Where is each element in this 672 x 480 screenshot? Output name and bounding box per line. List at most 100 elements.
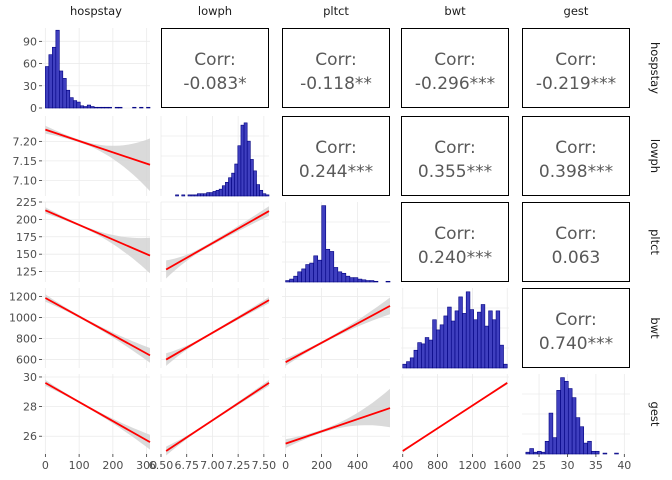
hist-bar-lowph <box>181 194 186 197</box>
strip-label-right-pltct: pltct <box>648 229 662 255</box>
hist-bar-lowph <box>187 194 192 197</box>
hist-bar-hospstay <box>90 106 95 109</box>
corr-label: Corr: <box>315 138 356 158</box>
hist-bar-bwt <box>499 344 504 369</box>
corr-panel-border <box>282 28 390 108</box>
hist-bar-gest <box>587 440 592 455</box>
regression-line <box>165 299 270 361</box>
hist-bar-pltct <box>349 277 355 283</box>
hist-bar-pltct <box>385 280 391 283</box>
x-tick-label-pltct: 0 <box>282 459 289 472</box>
y-tick-label-gest: 28 <box>23 401 37 414</box>
panel-lowph-hospstay <box>42 116 151 196</box>
strip-label-top-hospstay: hospstay <box>70 4 122 18</box>
regression-line <box>285 305 391 364</box>
hist-bar-lowph <box>221 185 226 197</box>
hist-bar-bwt <box>417 342 422 369</box>
hist-bar-lowph <box>215 189 220 197</box>
regression-line <box>402 382 508 452</box>
panel-bwt-pltct <box>282 288 391 368</box>
hist-bar-gest <box>533 451 538 455</box>
corr-value: 0.240*** <box>418 248 492 268</box>
x-tick-label-lowph: 6.75 <box>174 459 199 472</box>
hist-bar-gest <box>591 450 596 455</box>
corr-panel-border <box>282 116 390 196</box>
hist-bar-gest <box>602 452 608 455</box>
hist-bar-bwt <box>492 319 497 369</box>
hist-bar-bwt <box>447 306 452 369</box>
hist-bar-bwt <box>477 311 482 369</box>
x-tick-label-lowph: 6.50 <box>149 459 174 472</box>
panel-gest-hospstay <box>42 374 151 454</box>
panel-pltct-lowph <box>160 201 270 282</box>
y-tick-label-pltct: 200 <box>16 213 37 226</box>
hist-bar-bwt <box>450 320 456 369</box>
hist-bar-hospstay <box>93 106 98 109</box>
panel-bwt-lowph <box>160 288 270 368</box>
x-tick-label-hospstay: 200 <box>102 459 123 472</box>
hist-bar-hospstay <box>83 106 88 109</box>
regression-line <box>285 407 391 445</box>
panel-bwt-gest: Corr: 0.740*** <box>522 288 630 368</box>
hist-bar-bwt <box>424 337 430 369</box>
hist-bar-bwt <box>413 349 418 369</box>
panel-hospstay-lowph: Corr: -0.083* <box>161 28 269 108</box>
panel-gest-pltct <box>282 374 391 454</box>
hist-bar-bwt <box>473 319 478 369</box>
hist-bar-bwt <box>503 363 508 369</box>
hist-bar-pltct <box>297 271 302 283</box>
panel-hospstay-bwt: Corr: -0.296*** <box>401 28 509 108</box>
hist-bar-hospstay <box>139 106 144 109</box>
hist-bar-lowph <box>228 177 232 197</box>
hist-bar-pltct <box>341 272 347 283</box>
hist-bar-hospstay <box>59 70 64 109</box>
hist-bar-hospstay <box>100 106 105 109</box>
hist-bar-bwt <box>436 329 441 369</box>
corr-panel-border <box>522 288 630 368</box>
hist-bar-pltct <box>293 275 298 283</box>
x-tick-label-lowph: 7.50 <box>252 459 277 472</box>
y-tick-label-gest: 30 <box>23 371 37 384</box>
y-tick-label-pltct: 225 <box>16 196 37 209</box>
hist-bar-pltct <box>321 205 327 283</box>
hist-bar-gest <box>579 426 585 455</box>
corr-label: Corr: <box>315 50 356 70</box>
corr-value: 0.063 <box>552 248 601 268</box>
hist-bar-pltct <box>317 259 323 283</box>
corr-value: 0.244*** <box>299 162 373 182</box>
panel-lowph-lowph <box>160 116 270 197</box>
hist-bar-bwt <box>469 309 474 369</box>
x-tick-label-pltct: 200 <box>311 459 332 472</box>
corr-label: Corr: <box>434 138 475 158</box>
hist-bar-lowph <box>206 192 211 197</box>
hist-bar-lowph <box>203 193 207 197</box>
hist-bar-lowph <box>256 184 260 197</box>
hist-bar-gest <box>548 412 554 455</box>
x-tick-label-gest: 30 <box>560 459 574 472</box>
corr-panel-border <box>401 116 509 196</box>
hist-bar-gest <box>560 377 565 455</box>
panel-gest-lowph <box>160 374 270 456</box>
corr-label: Corr: <box>555 50 596 70</box>
panel-bwt-hospstay <box>42 288 151 368</box>
hist-bar-bwt <box>409 357 415 369</box>
x-tick-label-bwt: 800 <box>427 459 448 472</box>
panel-background <box>42 374 150 454</box>
hist-bar-bwt <box>462 313 467 369</box>
ci-ribbon <box>45 207 150 274</box>
hist-bar-hospstay <box>45 66 50 109</box>
hist-bar-hospstay <box>52 46 57 109</box>
hist-bar-lowph <box>225 181 229 197</box>
hist-bar-gest <box>529 448 534 455</box>
hist-bar-gest <box>594 450 600 455</box>
hist-bar-bwt <box>406 361 411 369</box>
regression-line <box>45 209 151 257</box>
hist-bar-bwt <box>495 310 501 369</box>
x-tick-label-pltct: 400 <box>347 459 368 472</box>
panel-lowph-bwt: Corr: 0.355*** <box>401 116 509 196</box>
panel-pltct-bwt: Corr: 0.240*** <box>401 202 509 282</box>
x-tick-label-hospstay: 0 <box>42 459 49 472</box>
corr-value: -0.118** <box>300 74 372 94</box>
hist-bar-pltct <box>285 280 290 283</box>
x-tick-label-hospstay: 300 <box>136 459 157 472</box>
